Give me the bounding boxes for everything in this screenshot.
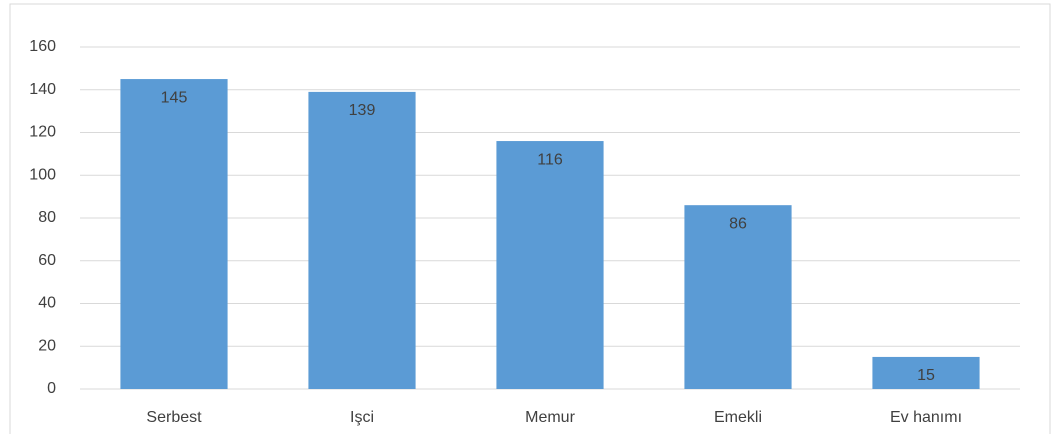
bar — [496, 141, 604, 389]
bar — [120, 79, 228, 389]
bar — [684, 205, 792, 389]
x-tick-label: Emekli — [714, 409, 762, 426]
x-tick-label: Işci — [350, 409, 374, 426]
y-tick-label: 120 — [29, 124, 56, 141]
bar — [872, 356, 980, 389]
x-tick-label: Memur — [525, 409, 575, 426]
x-tick-label: Ev hanımı — [890, 409, 962, 426]
data-label: 139 — [349, 102, 376, 119]
y-tick-label: 40 — [38, 295, 56, 312]
data-label: 145 — [161, 89, 188, 106]
y-tick-label: 60 — [38, 252, 56, 269]
data-label: 86 — [729, 215, 747, 232]
x-tick-label: Serbest — [146, 409, 202, 426]
data-label: 116 — [537, 151, 563, 168]
chart-frame — [9, 3, 1051, 434]
bar — [308, 91, 416, 389]
y-tick-label: 20 — [38, 337, 56, 354]
y-tick-label: 80 — [38, 209, 56, 226]
y-tick-label: 140 — [29, 81, 56, 98]
y-tick-label: 160 — [29, 38, 56, 55]
data-label: 15 — [917, 367, 935, 384]
y-tick-label: 0 — [47, 380, 56, 397]
y-tick-label: 100 — [29, 166, 56, 183]
